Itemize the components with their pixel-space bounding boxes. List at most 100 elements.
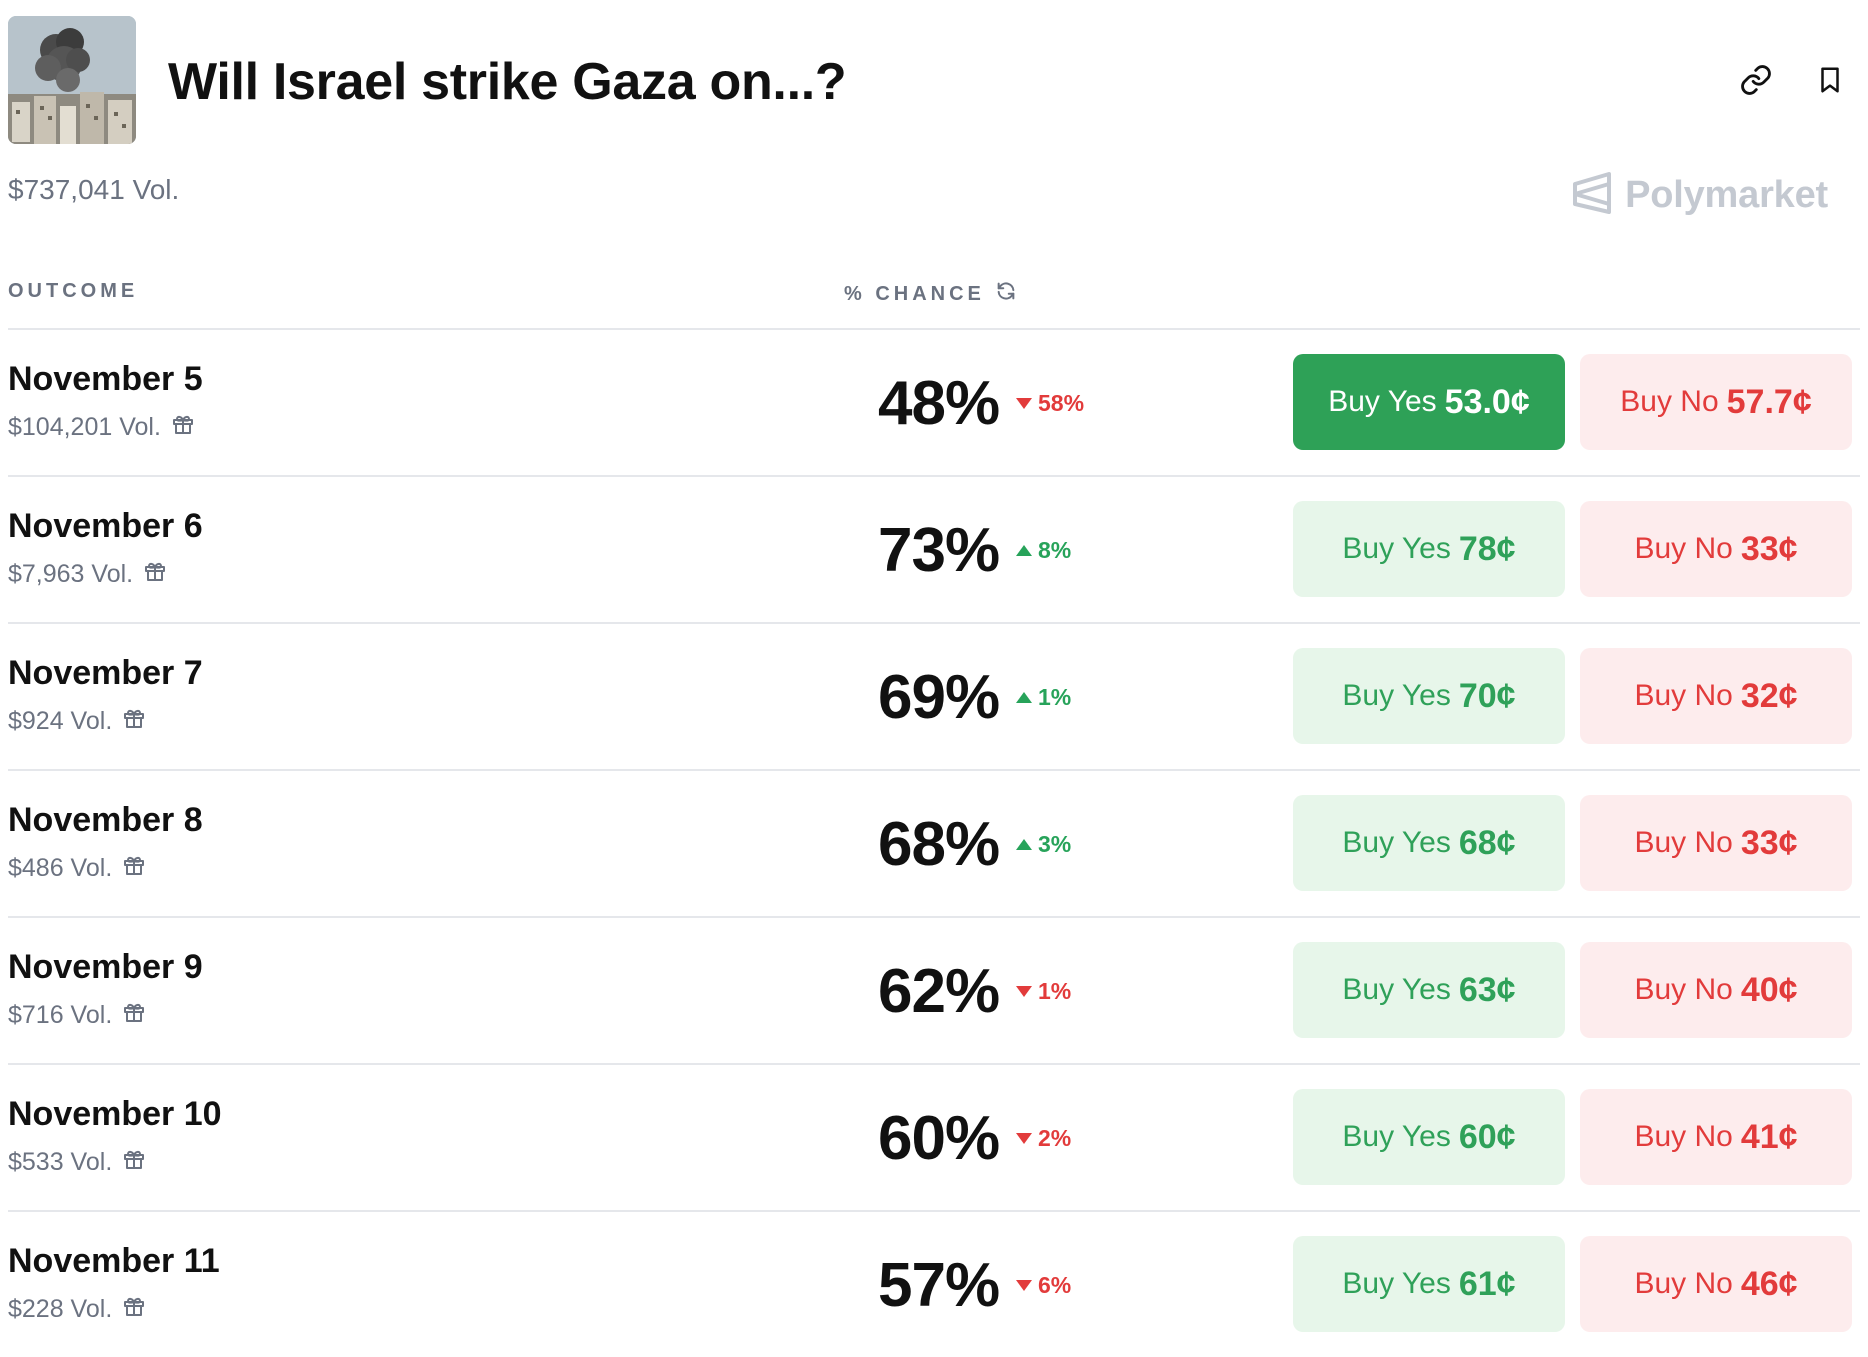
outcome-name: November 7: [8, 654, 203, 692]
buy-yes-button[interactable]: Buy Yes 53.0¢: [1293, 354, 1565, 450]
buy-no-price: 33¢: [1740, 529, 1798, 568]
gift-icon[interactable]: [122, 1147, 146, 1178]
buy-no-label: Buy No: [1634, 679, 1733, 712]
chance-delta: 2%: [1016, 1125, 1071, 1152]
buy-yes-label: Buy Yes: [1328, 385, 1437, 418]
gift-icon[interactable]: [122, 1000, 146, 1031]
chance-delta-text: 3%: [1038, 831, 1072, 857]
chance-delta: 3%: [1016, 831, 1071, 858]
outcome-name: November 10: [8, 1095, 222, 1133]
header-actions: [1738, 62, 1848, 98]
buy-yes-button[interactable]: Buy Yes 78¢: [1293, 501, 1565, 597]
buy-no-label: Buy No: [1634, 1120, 1733, 1153]
buy-yes-button[interactable]: Buy Yes 63¢: [1293, 942, 1565, 1038]
outcome-row[interactable]: November 6 $7,963 Vol. 73% 8% Buy Yes 78¢ Buy …: [8, 477, 1860, 624]
chance-value: 48%: [878, 369, 1000, 438]
buy-yes-button[interactable]: Buy Yes 68¢: [1293, 795, 1565, 891]
chance-delta-text: 8%: [1038, 537, 1072, 563]
bookmark-icon[interactable]: [1812, 62, 1848, 98]
outcome-volume-text: $104,201 Vol.: [8, 413, 161, 441]
buy-no-button[interactable]: Buy No 46¢: [1580, 1236, 1852, 1332]
buy-yes-button[interactable]: Buy Yes 70¢: [1293, 648, 1565, 744]
outcome-name: November 8: [8, 801, 203, 839]
market-title: Will Israel strike Gaza on...?: [168, 53, 847, 111]
buy-no-button[interactable]: Buy No 32¢: [1580, 648, 1852, 744]
market-header: Will Israel strike Gaza on...?: [8, 16, 1860, 146]
buy-no-label: Buy No: [1620, 385, 1719, 418]
outcome-row[interactable]: November 8 $486 Vol. 68% 3% Buy Yes 68¢ Buy No…: [8, 771, 1860, 918]
chance-delta-text: 58%: [1038, 390, 1085, 416]
outcome-volume-text: $7,963 Vol.: [8, 560, 134, 588]
outcome-name: November 11: [8, 1242, 220, 1280]
brand-name: Polymarket: [1625, 174, 1828, 216]
market-card: Will Israel strike Gaza on...? $737,041 …: [8, 16, 1860, 1357]
chance-value: 68%: [878, 810, 1000, 879]
buy-yes-button[interactable]: Buy Yes 61¢: [1293, 1236, 1565, 1332]
buy-no-label: Buy No: [1634, 826, 1733, 859]
summary-row: $737,041 Vol.: [8, 146, 1860, 266]
buy-yes-price: 53.0¢: [1444, 382, 1530, 421]
buy-yes-price: 78¢: [1458, 529, 1516, 568]
polymarket-brand: Polymarket: [1571, 170, 1828, 221]
outcome-row[interactable]: November 10 $533 Vol. 60% 2% Buy Yes 60¢ Buy N…: [8, 1065, 1860, 1212]
gift-icon[interactable]: [122, 853, 146, 884]
gift-icon[interactable]: [122, 706, 146, 737]
outcome-volume-text: $924 Vol.: [8, 707, 113, 735]
outcome-volume: $533 Vol.: [8, 1147, 146, 1178]
triangle-up-icon: [1016, 692, 1032, 703]
buy-yes-label: Buy Yes: [1342, 679, 1451, 712]
buy-no-label: Buy No: [1634, 973, 1733, 1006]
buy-no-label: Buy No: [1634, 532, 1733, 565]
triangle-down-icon: [1016, 398, 1032, 409]
chance-delta: 1%: [1016, 684, 1071, 711]
buy-no-button[interactable]: Buy No 40¢: [1580, 942, 1852, 1038]
outcome-volume-text: $228 Vol.: [8, 1295, 113, 1323]
buy-yes-label: Buy Yes: [1342, 532, 1451, 565]
outcome-name: November 5: [8, 360, 203, 398]
outcome-volume: $104,201 Vol.: [8, 412, 195, 443]
buy-yes-price: 60¢: [1458, 1117, 1516, 1156]
gift-icon[interactable]: [171, 412, 195, 443]
outcome-volume: $486 Vol.: [8, 853, 146, 884]
refresh-icon[interactable]: [995, 280, 1017, 308]
buy-no-price: 33¢: [1740, 823, 1798, 862]
outcome-name: November 6: [8, 507, 203, 545]
chance-delta: 58%: [1016, 390, 1084, 417]
buy-yes-label: Buy Yes: [1342, 1120, 1451, 1153]
outcome-row[interactable]: November 11 $228 Vol. 57% 6% Buy Yes 61¢ Buy N…: [8, 1212, 1860, 1357]
link-icon[interactable]: [1738, 62, 1774, 98]
chance-value: 57%: [878, 1251, 1000, 1320]
buy-no-button[interactable]: Buy No 41¢: [1580, 1089, 1852, 1185]
chance-value: 60%: [878, 1104, 1000, 1173]
buy-no-label: Buy No: [1634, 1267, 1733, 1300]
triangle-up-icon: [1016, 839, 1032, 850]
total-volume: $737,041 Vol.: [8, 174, 180, 205]
buy-yes-button[interactable]: Buy Yes 60¢: [1293, 1089, 1565, 1185]
polymarket-logo-icon: [1571, 170, 1613, 221]
chance-delta-text: 2%: [1038, 1125, 1072, 1151]
buy-no-button[interactable]: Buy No 33¢: [1580, 501, 1852, 597]
chance-value: 69%: [878, 663, 1000, 732]
gift-icon[interactable]: [143, 559, 167, 590]
gift-icon[interactable]: [122, 1294, 146, 1325]
buy-no-price: 57.7¢: [1726, 382, 1812, 421]
chance-delta-text: 1%: [1038, 978, 1072, 1004]
chance-delta-text: 1%: [1038, 684, 1072, 710]
outcome-volume: $924 Vol.: [8, 706, 146, 737]
chance-column-label: % CHANCE: [844, 280, 1017, 308]
chance-delta-text: 6%: [1038, 1272, 1072, 1298]
outcome-row[interactable]: November 7 $924 Vol. 69% 1% Buy Yes 70¢ Buy No…: [8, 624, 1860, 771]
buy-no-price: 41¢: [1740, 1117, 1798, 1156]
market-thumbnail: [8, 16, 136, 144]
buy-yes-label: Buy Yes: [1342, 826, 1451, 859]
buy-yes-price: 63¢: [1458, 970, 1516, 1009]
buy-no-button[interactable]: Buy No 33¢: [1580, 795, 1852, 891]
buy-no-button[interactable]: Buy No 57.7¢: [1580, 354, 1852, 450]
outcome-row[interactable]: November 5 $104,201 Vol. 48% 58% Buy Yes 53.0…: [8, 330, 1860, 477]
outcome-column-label: OUTCOME: [8, 280, 139, 302]
triangle-down-icon: [1016, 1280, 1032, 1291]
outcome-row[interactable]: November 9 $716 Vol. 62% 1% Buy Yes 63¢ Buy No…: [8, 918, 1860, 1065]
outcome-name: November 9: [8, 948, 203, 986]
triangle-down-icon: [1016, 1133, 1032, 1144]
buy-no-price: 46¢: [1740, 1264, 1798, 1303]
